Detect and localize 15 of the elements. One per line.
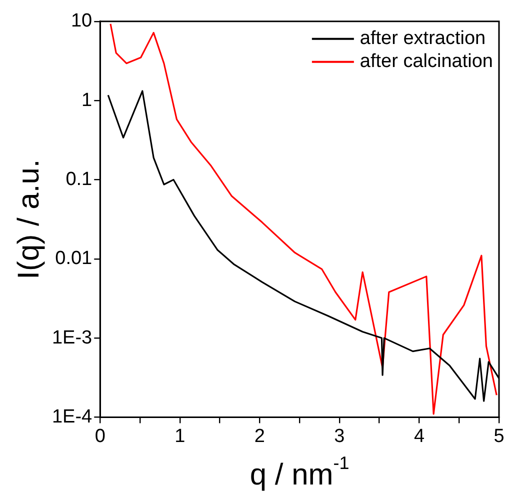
legend-label: after extraction — [360, 28, 486, 50]
x-tick-label: 0 — [94, 426, 106, 447]
y-tick-label: 1E-4 — [52, 406, 93, 428]
x-tick-label: 4 — [414, 426, 425, 447]
y-axis-title: I(q) / a.u. — [12, 159, 46, 280]
y-tick-label: 1E-3 — [52, 327, 92, 348]
y-tick-label: 1 — [82, 90, 92, 111]
x-tick-label: 3 — [334, 426, 345, 447]
x-tick-label: 1 — [174, 426, 186, 447]
x-tick-label: 5 — [494, 426, 504, 447]
y-tick-label: 10 — [70, 10, 92, 32]
x-tick-label: 2 — [254, 426, 265, 447]
legend-label: after calcination — [360, 51, 494, 72]
y-tick-label: 0.01 — [55, 248, 92, 270]
y-tick-label: 0.1 — [66, 168, 92, 190]
